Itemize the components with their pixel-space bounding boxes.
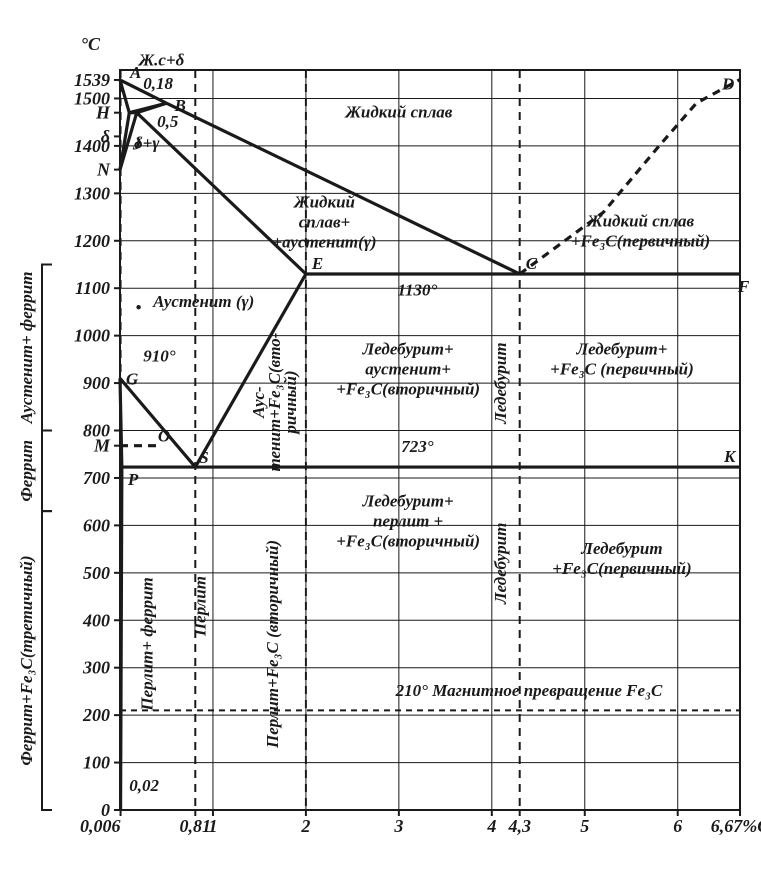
- y-tick-label: 1500: [74, 88, 110, 108]
- phase-line-GS: [120, 378, 195, 467]
- side-bracket: [42, 511, 52, 810]
- field-label: +Fe₃C (первичный): [550, 360, 694, 379]
- field-label: +Fe₃C(первичный): [552, 559, 691, 578]
- inline-value: Ж.с+δ: [138, 50, 185, 69]
- inline-value: 723°: [401, 437, 434, 456]
- field-label: Аустенит (γ): [152, 292, 254, 311]
- field-label: Ледебурит+: [362, 491, 454, 510]
- field-label-vertical: Ледебурит: [491, 342, 510, 424]
- field-label: сплав+: [299, 213, 351, 232]
- field-label: +аустенит(γ): [272, 233, 376, 252]
- field-label: Ледебурит+: [575, 340, 667, 359]
- y-tick-label: 800: [83, 421, 110, 441]
- point-O: O: [158, 427, 170, 446]
- side-label: Феррит: [17, 440, 36, 502]
- inline-value: 0,18: [143, 74, 173, 93]
- y-tick-label: N: [96, 160, 111, 180]
- y-tick-label: δ: [101, 126, 110, 146]
- field-label: +Fe₃C(первичный): [571, 232, 710, 251]
- inline-value: 0,5: [157, 112, 179, 131]
- x-tick-label: 6: [673, 816, 682, 836]
- point-C: C: [526, 254, 538, 273]
- point-E: E: [311, 254, 323, 273]
- field-label-vertical: Перлит+Fe₃C (вторичный): [263, 540, 282, 749]
- y-tick-label: 900: [83, 373, 110, 393]
- point-K: K: [723, 447, 737, 466]
- y-tick-label: 500: [83, 563, 110, 583]
- phase-line-PQ: [121, 467, 122, 810]
- inline-value: 0,02: [129, 776, 159, 795]
- x-tick-label: 3: [393, 816, 403, 836]
- y-tick-label: 1200: [74, 231, 110, 251]
- y-tick-label: 700: [83, 468, 110, 488]
- point-S: S: [199, 448, 208, 467]
- side-label: Феррит+Fe₃C(третичный): [17, 555, 36, 765]
- side-bracket: [42, 264, 52, 430]
- field-label: 210° Магнитное превращение Fe₃C: [395, 681, 663, 700]
- y-axis-unit: °C: [81, 34, 101, 54]
- field-label-vertical: Перлит: [191, 576, 210, 637]
- field-label: перлит +: [373, 511, 443, 530]
- x-tick-label: 4,3: [507, 816, 531, 836]
- field-label-vertical: Перлит+ феррит: [138, 577, 157, 711]
- y-tick-label: 1000: [74, 326, 110, 346]
- field-label: Жидкий сплав: [344, 102, 452, 121]
- field-label: Ледебурит: [580, 539, 662, 558]
- marker-dot: [136, 305, 140, 309]
- phase-diagram: { "chart": { "type": "phase-diagram", "w…: [10, 10, 761, 867]
- field-label-vertical: ричный): [281, 370, 300, 435]
- field-label: +Fe₃C(вторичный): [336, 531, 480, 550]
- y-tick-label: 1539: [74, 70, 110, 90]
- inline-value: 910°: [143, 347, 176, 366]
- side-label: Аустенит+ феррит: [17, 272, 36, 425]
- field-label: Ледебурит+: [362, 340, 454, 359]
- inline-value: δ+γ: [134, 133, 160, 152]
- x-tick-label: 6,67%C: [711, 816, 761, 836]
- y-tick-label: 300: [82, 658, 110, 678]
- y-tick-label: 1300: [74, 183, 110, 203]
- point-P: P: [127, 470, 139, 489]
- point-D: D: [721, 74, 734, 93]
- x-tick-label: 2: [300, 816, 310, 836]
- field-label-vertical: Ледебурит: [491, 523, 510, 605]
- y-tick-label: 1100: [75, 278, 110, 298]
- y-tick-label: 100: [83, 753, 110, 773]
- inline-value: 1130°: [398, 280, 438, 299]
- x-tick-label: 4: [486, 816, 496, 836]
- x-tick-label: 5: [580, 816, 589, 836]
- field-label: Жидкий: [293, 193, 355, 212]
- field-label: Жидкий сплав: [586, 212, 694, 231]
- phase-diagram-svg: °C0100200300400500600700M800900100011001…: [10, 10, 761, 867]
- y-tick-label: 200: [82, 705, 110, 725]
- y-tick-label: 400: [82, 610, 110, 630]
- x-tick-label: 0,81: [180, 816, 212, 836]
- point-G: G: [126, 369, 139, 388]
- side-bracket: [42, 431, 52, 512]
- y-tick-label: 600: [83, 515, 110, 535]
- field-label: аустенит+: [365, 360, 451, 379]
- x-tick-label: 1: [208, 816, 217, 836]
- point-F: F: [737, 277, 750, 296]
- phase-line-GP: [120, 378, 122, 467]
- field-label: +Fe₃C(вторичный): [336, 380, 480, 399]
- x-tick-label: 0,006: [80, 816, 121, 836]
